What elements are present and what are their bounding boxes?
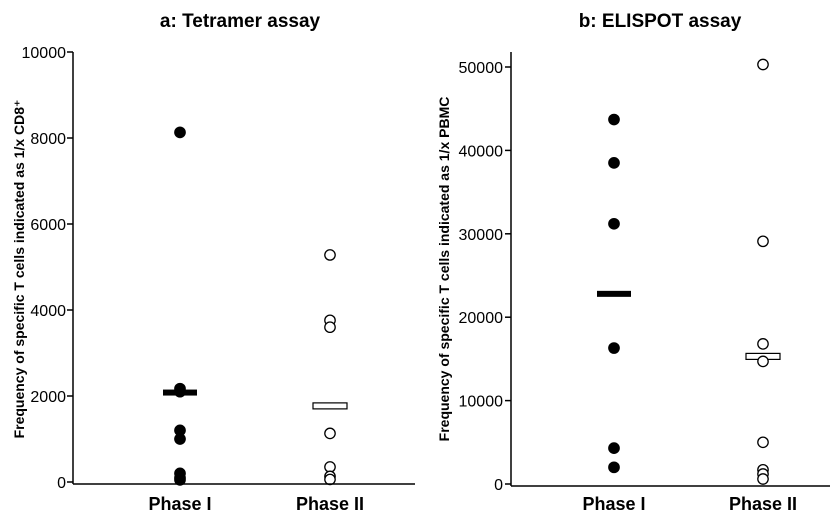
panel-b-point-phase-ii — [757, 473, 769, 485]
panel-a-tetramer: a: Tetramer assay Frequency of specific … — [11, 11, 415, 514]
panel-b-point-phase-ii — [757, 235, 769, 248]
panel-a-marks — [163, 126, 348, 486]
panel-b-point-phase-i — [608, 342, 620, 354]
panel-a-y-ticks: 0 2000 4000 6000 8000 10000 — [22, 45, 73, 492]
panel-b-point-phase-i — [608, 113, 620, 126]
panel-b-point-phase-i — [608, 461, 620, 474]
panel-b-y-tick-label: 20000 — [459, 310, 504, 327]
panel-b-y-tick-label: 0 — [494, 477, 503, 494]
panel-b-point-phase-i — [608, 217, 620, 230]
panel-a-y-tick-label: 4000 — [30, 303, 66, 320]
panel-a-x-tick-phase-ii: Phase II — [296, 494, 364, 514]
panel-b-y-tick-label: 30000 — [459, 227, 504, 244]
panel-a-y-tick-label: 10000 — [22, 45, 67, 62]
panel-b-elispot: b: ELISPOT assay Frequency of specific T… — [436, 11, 830, 514]
panel-b-point-phase-ii — [757, 338, 769, 350]
panel-b-marks — [597, 58, 781, 485]
panel-b-point-phase-ii — [757, 355, 769, 368]
panel-a-point-phase-i — [174, 473, 186, 486]
panel-b-y-axis-label: Frequency of specific T cells indicated … — [436, 97, 452, 442]
panel-a-median-bar-phase-ii — [312, 402, 348, 410]
panel-a-point-phase-ii — [324, 473, 336, 486]
panel-a-x-tick-phase-i: Phase I — [148, 494, 211, 514]
panel-b-point-phase-i — [608, 442, 620, 454]
panel-a-y-tick-label: 0 — [57, 475, 66, 492]
panel-b-y-ticks: 0 10000 20000 30000 40000 50000 — [459, 60, 511, 494]
panel-a-point-phase-ii — [324, 249, 336, 261]
panel-b-point-phase-ii — [757, 436, 769, 449]
panel-a-point-phase-i — [174, 126, 186, 139]
panel-b-y-tick-label: 10000 — [459, 394, 504, 411]
panel-b-point-phase-ii — [757, 58, 769, 71]
panel-a-point-phase-i — [174, 433, 186, 445]
panel-a-y-tick-label: 6000 — [30, 217, 66, 234]
panel-b-x-tick-phase-i: Phase I — [582, 494, 645, 514]
panel-b-x-tick-phase-ii: Phase II — [729, 494, 797, 514]
panel-b-y-tick-label: 50000 — [459, 60, 504, 77]
panel-a-y-tick-label: 2000 — [30, 389, 66, 406]
panel-b-median-bar-phase-i — [597, 290, 631, 297]
panel-a-y-tick-label: 8000 — [30, 131, 66, 148]
panel-a-point-phase-ii — [324, 427, 336, 440]
panel-a-point-phase-ii — [324, 321, 336, 334]
panel-a-title: a: Tetramer assay — [160, 11, 321, 32]
panel-b-title: b: ELISPOT assay — [579, 11, 742, 32]
panel-a-point-phase-i — [174, 385, 186, 398]
panel-b-y-tick-label: 40000 — [459, 143, 504, 160]
panel-a-y-axis-label: Frequency of specific T cells indicated … — [11, 100, 27, 439]
panel-b-point-phase-i — [608, 157, 620, 169]
